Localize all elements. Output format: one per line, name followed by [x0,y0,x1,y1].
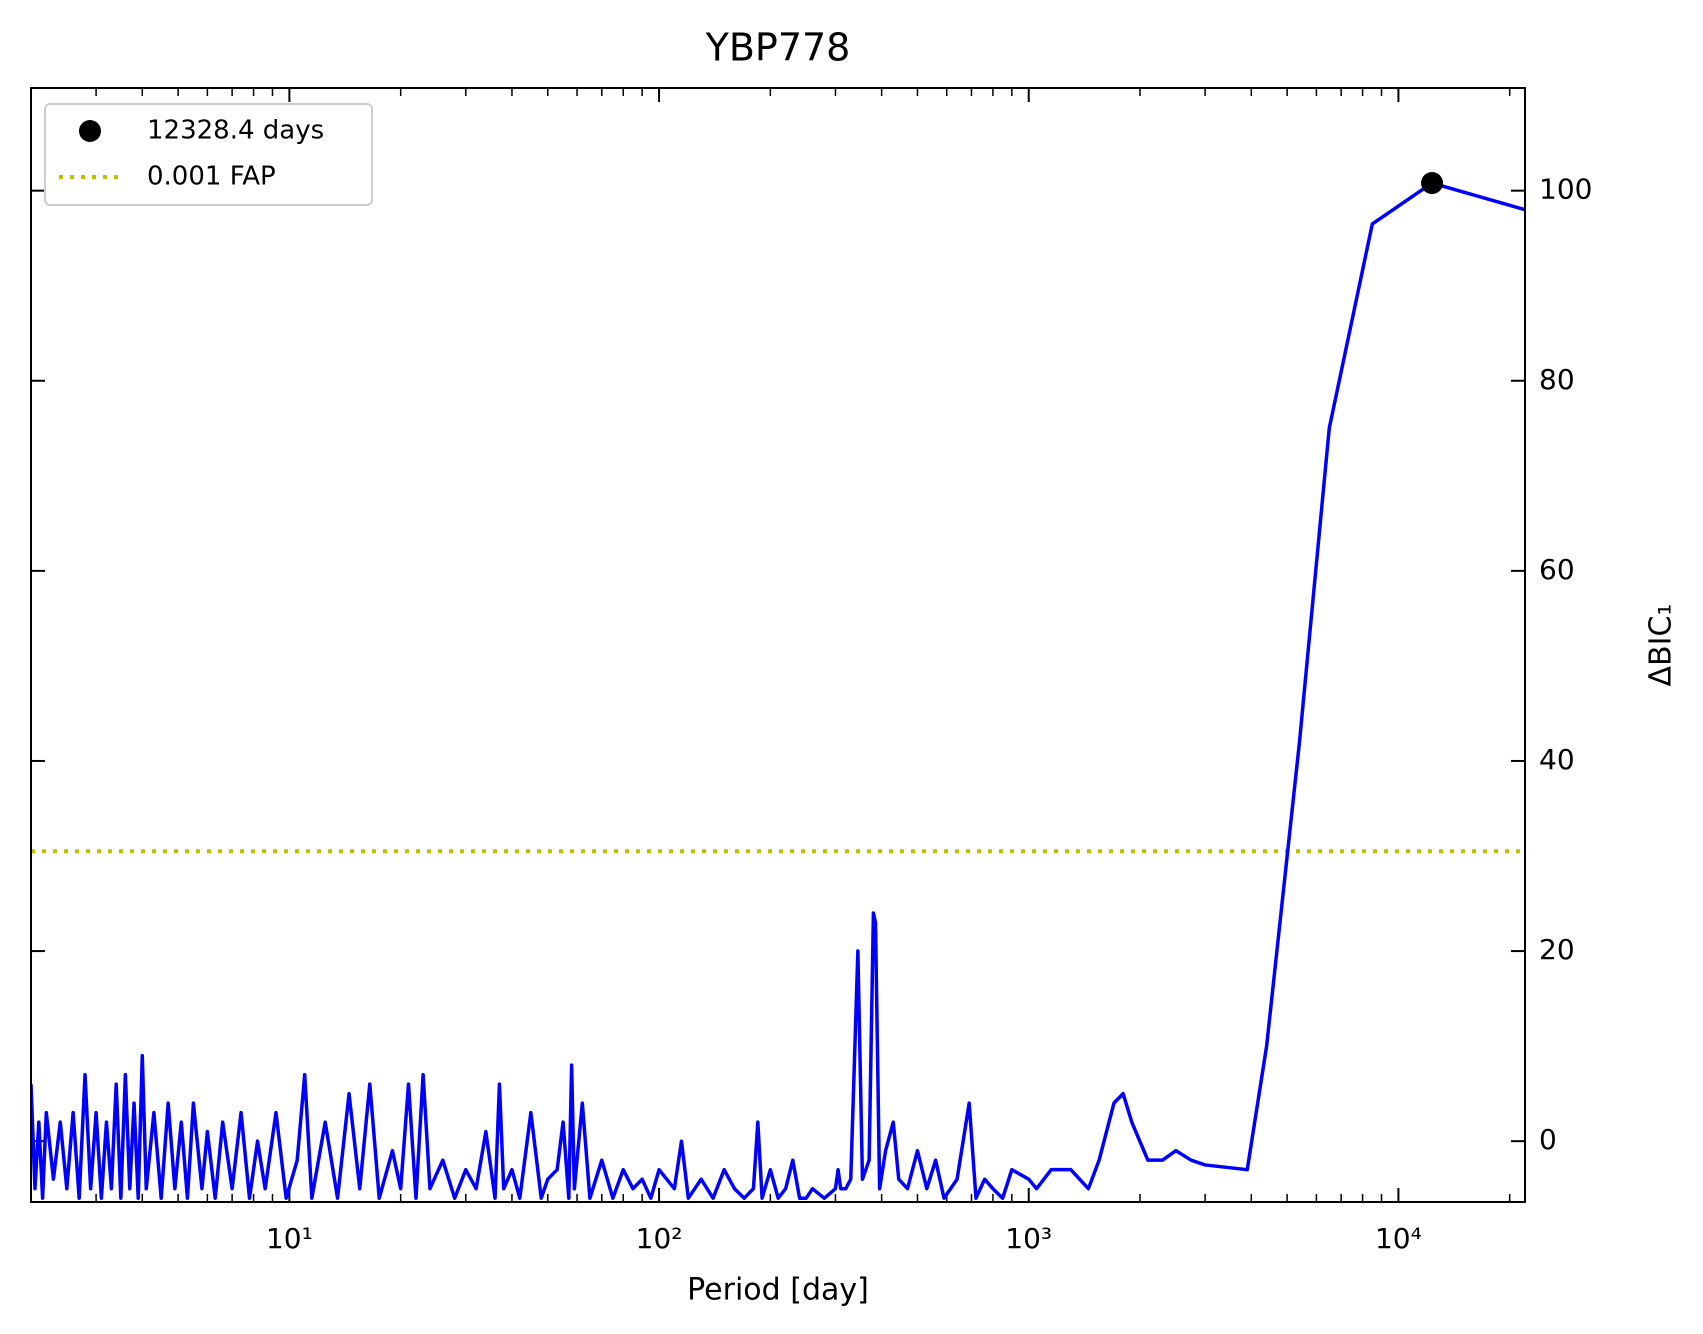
legend-box [44,103,373,206]
peak-marker [1421,172,1444,195]
x-tick-label: 10¹ [266,1222,313,1255]
legend-marker [79,120,101,142]
plot-frame [30,87,1526,1203]
legend-label: 12328.4 days [147,116,324,146]
y-tick-label: 80 [1539,363,1575,396]
y-axis-label: ΔBIC₁ [1644,604,1679,687]
chart-title: YBP778 [705,26,851,70]
x-tick-label: 10³ [1005,1222,1052,1255]
plot-area [31,181,1525,1200]
x-axis-label: Period [day] [687,1273,869,1308]
y-tick-label: 40 [1539,743,1575,776]
legend-label: 0.001 FAP [147,162,276,192]
y-tick-label: 60 [1539,553,1575,586]
data-line [31,181,1525,1200]
y-tick-label: 100 [1539,173,1592,206]
y-tick-label: 0 [1539,1123,1557,1156]
x-tick-label: 10⁴ [1375,1222,1422,1255]
y-tick-label: 20 [1539,933,1575,966]
x-tick-label: 10² [636,1222,683,1255]
